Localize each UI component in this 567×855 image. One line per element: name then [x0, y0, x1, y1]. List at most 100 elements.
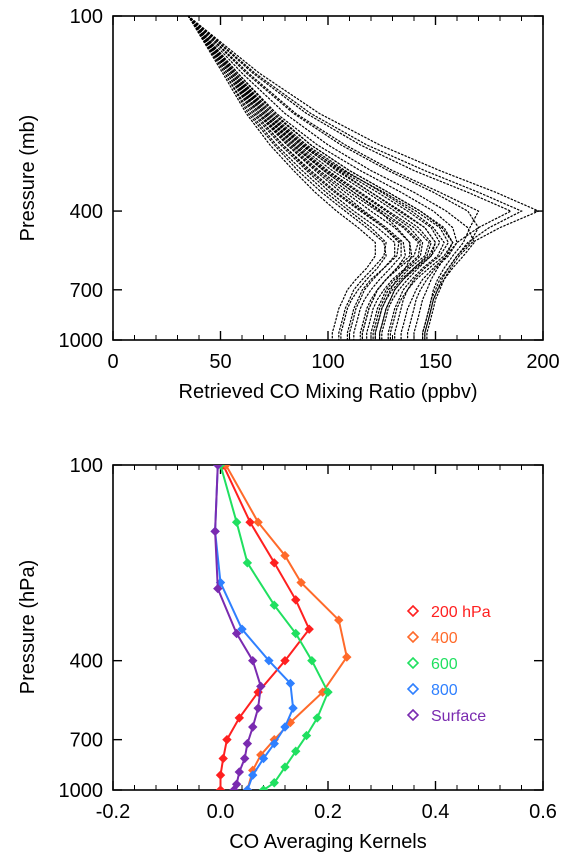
chart2-series-marker: [215, 770, 226, 780]
chart2-series-marker: [291, 628, 301, 639]
chart2-series-marker: [231, 628, 242, 639]
chart2-series-marker: [242, 558, 253, 568]
chart2-series-marker: [242, 738, 253, 749]
chart2-y-tick-label: 1000: [59, 780, 104, 802]
chart2-series-marker: [215, 785, 226, 790]
chart1-profile-line: [187, 16, 541, 340]
chart2-series-marker: [245, 517, 255, 527]
chart2-series-marker: [248, 655, 258, 666]
chart2-series-marker: [229, 785, 239, 790]
chart2-series-marker: [256, 681, 266, 692]
chart2-series-marker: [253, 703, 263, 713]
legend-marker-1: [406, 630, 420, 644]
chart2-y-tick-label: 100: [70, 455, 103, 477]
chart1-profile-line: [187, 16, 437, 340]
chart2-series-marker: [334, 615, 344, 625]
chart1-profile-line: [187, 16, 396, 340]
legend-label-0: 200 hPa: [431, 604, 491, 621]
chart2-series-marker: [242, 785, 253, 790]
chart1-y-tick-label: 400: [70, 201, 103, 223]
chart2-series-marker: [301, 730, 312, 741]
chart1-profile-line: [187, 16, 458, 340]
chart2-series-marker: [269, 738, 279, 749]
chart2-series-marker: [222, 734, 232, 745]
legend-label-1: 400: [431, 630, 458, 647]
chart1-plot-frame: [112, 15, 544, 341]
chart1-y-axis-label: Pressure (mb): [17, 115, 39, 242]
chart2-series-marker: [269, 558, 279, 568]
chart1-x-tick-label: 200: [526, 351, 559, 373]
chart1-series-group: [187, 16, 541, 340]
chart2-series-marker: [253, 517, 263, 527]
legend-label-4: Surface: [431, 708, 486, 725]
chart1-profile-line: [187, 16, 513, 340]
chart2-x-tick-label: 0.6: [529, 801, 557, 823]
chart2-y-axis-label: Pressure (hPa): [17, 560, 39, 695]
chart2-series-marker: [269, 778, 279, 788]
chart2-series-marker: [239, 753, 250, 764]
chart1-profile-line: [187, 16, 432, 340]
chart1-profile-line: [187, 16, 376, 340]
chart1-profile-line: [187, 16, 407, 340]
chart1-x-tick-label: 100: [311, 351, 344, 373]
chart2-x-axis-label: CO Averaging Kernels: [229, 831, 427, 853]
chart2-plot-frame: [112, 464, 544, 791]
chart2-series-marker: [258, 785, 269, 790]
chart1-y-tick-label: 100: [70, 6, 103, 28]
chart2-series-marker: [213, 465, 223, 470]
chart2-series-marker: [248, 770, 258, 780]
chart1-profile-line: [187, 16, 475, 340]
chart2-series-marker: [291, 595, 301, 605]
chart1-profile-line: [187, 16, 523, 340]
chart2-series-marker: [218, 753, 228, 764]
chart1-x-tick-label: 0: [107, 351, 118, 373]
legend-marker-0: [406, 604, 420, 618]
legend-label-2: 600: [431, 656, 458, 673]
chart1-x-axis-label: Retrieved CO Mixing Ratio (ppbv): [179, 381, 478, 403]
chart2-series-marker: [237, 624, 247, 634]
chart2-x-tick-label: -0.2: [96, 801, 130, 823]
chart2-series-marker: [213, 583, 223, 594]
chart2-series-marker: [248, 722, 258, 732]
legend-label-3: 800: [431, 682, 458, 699]
chart2-series-marker: [280, 762, 290, 772]
chart2-series-marker: [285, 678, 296, 689]
chart2-series-marker: [210, 526, 220, 537]
chart1-profile-line: [187, 16, 387, 340]
chart2-series-marker: [264, 655, 274, 666]
legend-marker-3: [406, 682, 420, 696]
chart2-series-marker: [234, 713, 245, 723]
chart1-profile-line: [187, 16, 480, 340]
chart2-series-marker: [280, 722, 290, 732]
chart2-series-marker: [342, 652, 352, 662]
chart2-x-tick-label: 0.4: [422, 801, 450, 823]
chart1-y-tick-label: 700: [70, 280, 103, 302]
chart2-series-marker: [258, 753, 269, 764]
chart1-x-tick-label: 150: [419, 351, 452, 373]
chart2-series-marker: [304, 624, 314, 634]
chart2-series-marker: [307, 655, 317, 666]
chart2-series-marker: [291, 746, 301, 756]
chart2-series-group: [210, 465, 352, 790]
chart2-series-marker: [231, 517, 242, 527]
chart1-profile-line: [187, 16, 402, 340]
chart1-profile-line: [187, 16, 450, 340]
chart2-series-marker: [288, 703, 298, 713]
chart2-series-marker: [323, 687, 333, 697]
chart1-profile-line: [187, 16, 413, 340]
chart2-x-tick-label: 0.0: [207, 801, 235, 823]
chart2-series-marker: [234, 767, 245, 777]
chart2-series-marker: [280, 655, 290, 666]
chart1-profile-line: [187, 16, 387, 340]
chart2-y-tick-label: 700: [70, 730, 103, 752]
chart2-series-marker: [280, 550, 290, 561]
chart2-series-marker: [312, 713, 322, 723]
chart1-profile-line: [187, 16, 430, 340]
chart1-profile-line: [187, 16, 437, 340]
chart1-y-tick-label: 1000: [59, 330, 104, 352]
chart1-profile-line: [187, 16, 422, 340]
legend-marker-2: [406, 656, 420, 670]
legend-marker-4: [406, 708, 420, 722]
chart2-y-tick-label: 400: [70, 651, 103, 673]
